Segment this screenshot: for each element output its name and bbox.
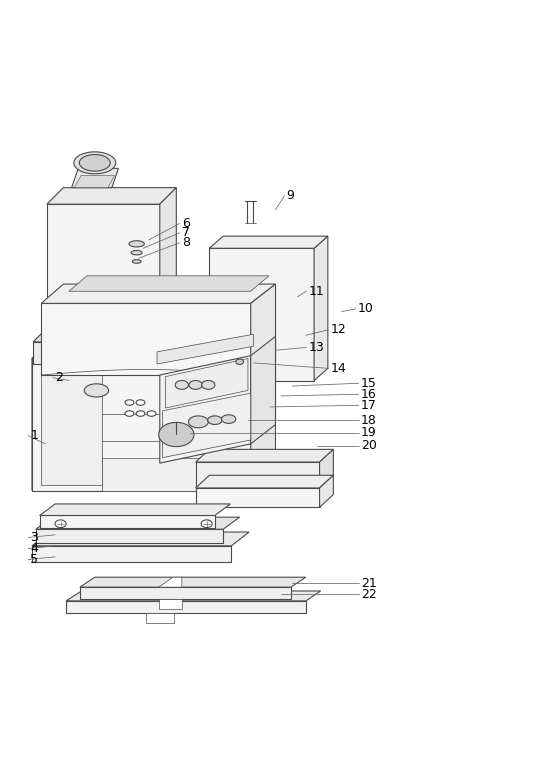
Polygon shape: [196, 488, 320, 508]
Polygon shape: [320, 450, 333, 488]
Polygon shape: [320, 476, 333, 508]
Polygon shape: [47, 204, 160, 350]
Polygon shape: [188, 416, 208, 428]
Text: 17: 17: [361, 399, 377, 412]
Polygon shape: [69, 275, 269, 291]
Text: 2: 2: [55, 371, 63, 384]
Polygon shape: [55, 520, 66, 527]
Polygon shape: [32, 532, 249, 546]
Text: 12: 12: [331, 323, 347, 336]
Polygon shape: [136, 411, 145, 416]
Polygon shape: [41, 367, 102, 486]
Polygon shape: [251, 339, 276, 491]
Polygon shape: [132, 260, 141, 263]
Polygon shape: [314, 236, 328, 380]
Polygon shape: [196, 450, 333, 462]
Text: 15: 15: [361, 377, 377, 390]
Text: 5: 5: [30, 553, 39, 566]
Polygon shape: [160, 188, 176, 350]
Text: 10: 10: [358, 302, 374, 315]
Polygon shape: [160, 355, 251, 463]
Polygon shape: [47, 188, 176, 204]
Polygon shape: [80, 577, 306, 587]
Polygon shape: [80, 587, 291, 599]
Text: 11: 11: [309, 285, 325, 298]
Polygon shape: [159, 422, 194, 447]
Polygon shape: [66, 601, 306, 613]
Polygon shape: [33, 342, 50, 364]
Polygon shape: [41, 284, 276, 304]
Polygon shape: [102, 457, 242, 491]
Text: 1: 1: [30, 429, 38, 442]
Text: 14: 14: [331, 362, 347, 375]
Polygon shape: [74, 152, 116, 174]
Polygon shape: [147, 411, 156, 416]
Polygon shape: [201, 520, 212, 527]
Polygon shape: [159, 577, 182, 587]
Text: 21: 21: [361, 577, 377, 590]
Polygon shape: [251, 284, 276, 375]
Polygon shape: [209, 368, 237, 380]
Polygon shape: [33, 333, 50, 342]
Polygon shape: [41, 304, 251, 375]
Text: 6: 6: [182, 217, 190, 230]
Polygon shape: [84, 384, 109, 397]
Polygon shape: [72, 168, 118, 188]
Polygon shape: [209, 236, 328, 248]
Polygon shape: [79, 154, 110, 171]
Polygon shape: [66, 591, 321, 601]
Polygon shape: [236, 359, 244, 365]
Polygon shape: [196, 476, 333, 488]
Polygon shape: [102, 460, 242, 469]
Text: 22: 22: [361, 587, 377, 600]
Polygon shape: [208, 416, 222, 425]
Polygon shape: [165, 358, 248, 408]
Polygon shape: [131, 250, 142, 255]
Polygon shape: [136, 400, 145, 406]
Polygon shape: [189, 380, 202, 390]
Polygon shape: [129, 240, 144, 247]
Polygon shape: [125, 400, 134, 406]
Text: 4: 4: [30, 542, 38, 555]
Text: 19: 19: [361, 426, 377, 439]
Polygon shape: [157, 334, 253, 364]
Polygon shape: [32, 546, 231, 562]
Polygon shape: [36, 517, 240, 529]
Text: 20: 20: [361, 439, 377, 452]
Polygon shape: [125, 411, 134, 416]
Polygon shape: [32, 339, 56, 491]
Text: 8: 8: [182, 236, 190, 250]
Polygon shape: [175, 380, 188, 390]
Polygon shape: [209, 380, 237, 394]
Polygon shape: [202, 380, 215, 390]
Polygon shape: [209, 248, 314, 380]
Polygon shape: [196, 462, 320, 488]
Text: 3: 3: [30, 531, 38, 544]
Polygon shape: [32, 339, 276, 358]
Text: 13: 13: [309, 341, 325, 354]
Text: 9: 9: [287, 189, 294, 202]
Polygon shape: [32, 358, 251, 491]
Polygon shape: [159, 599, 182, 609]
Polygon shape: [251, 336, 276, 444]
Polygon shape: [74, 176, 115, 188]
Text: 16: 16: [361, 388, 377, 401]
Polygon shape: [40, 515, 215, 528]
Polygon shape: [163, 393, 251, 457]
Polygon shape: [36, 529, 223, 543]
Polygon shape: [222, 415, 236, 423]
Polygon shape: [40, 504, 230, 515]
Polygon shape: [146, 613, 174, 623]
Text: 7: 7: [182, 226, 190, 239]
Text: 18: 18: [361, 414, 377, 427]
